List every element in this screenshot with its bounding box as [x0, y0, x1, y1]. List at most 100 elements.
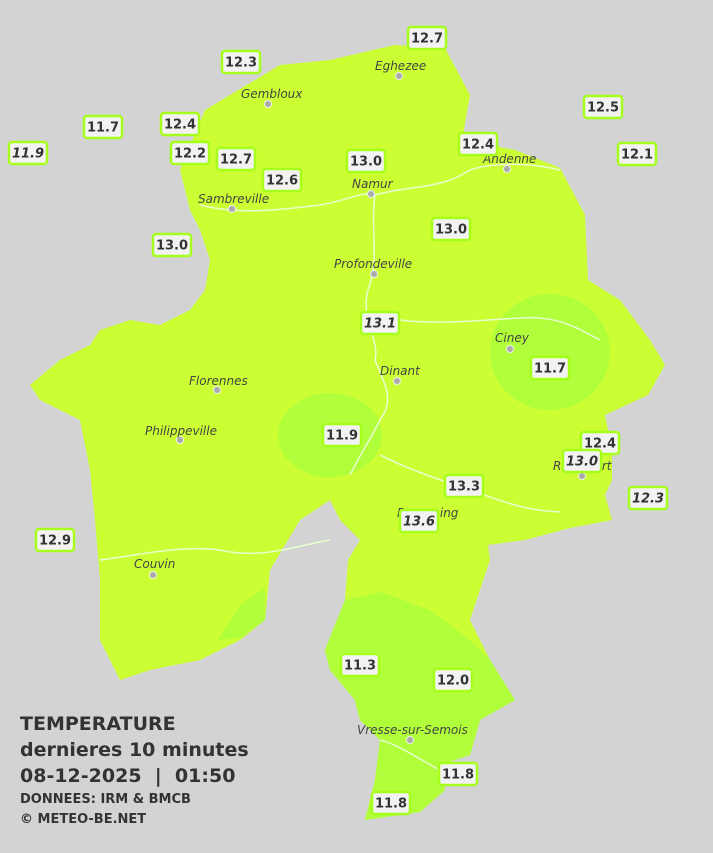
label-box [443, 473, 485, 499]
reading: 12.7 [411, 32, 443, 47]
reading: 11.3 [344, 659, 376, 674]
reading-label: 12.6 [261, 167, 303, 193]
label-box [169, 140, 211, 166]
city-dot [228, 205, 236, 213]
city-name: Florennes [189, 374, 248, 388]
label-box [151, 232, 193, 258]
label-box [370, 790, 412, 816]
header-text: DONNEES: IRM & BMCB [20, 792, 191, 807]
reading: 13.0 [350, 155, 382, 170]
reading: 12.4 [164, 118, 196, 133]
city-name: Namur [352, 177, 394, 191]
city-name: Ciney [495, 331, 530, 345]
reading: 12.3 [225, 56, 257, 71]
reading-label: 11.9 [321, 422, 363, 448]
reading-label: 12.5 [582, 94, 624, 120]
label-box [345, 148, 387, 174]
cool-zone [490, 294, 610, 410]
reading-label: 12.0 [432, 667, 474, 693]
cool-zone [218, 588, 265, 640]
label-box [159, 111, 201, 137]
city-dot [264, 100, 272, 108]
label-box [34, 527, 76, 553]
city-name: Gembloux [241, 87, 303, 101]
reading-label: 11.7 [529, 355, 571, 381]
reading: 12.6 [266, 174, 298, 189]
label-box [432, 667, 474, 693]
header-text: TEMPERATURE [20, 713, 176, 735]
label-box [430, 216, 472, 242]
city-name: Couvin [134, 557, 175, 571]
reading: 13.6 [403, 515, 435, 530]
reading: 13.0 [435, 223, 467, 238]
reading: 12.1 [621, 148, 653, 163]
reading: 12.7 [220, 153, 252, 168]
label-box [82, 114, 124, 140]
city-dot [578, 472, 586, 480]
city-dot [503, 165, 511, 173]
reading: 11.9 [326, 429, 358, 444]
reading: 11.7 [534, 362, 566, 377]
label-box [627, 485, 669, 511]
label-box [261, 167, 303, 193]
label-box [321, 422, 363, 448]
city-name: Profondeville [334, 257, 412, 271]
header-text: © METEO-BE.NET [20, 812, 146, 827]
reading-label: 11.8 [370, 790, 412, 816]
city-dot [367, 190, 375, 198]
city-dot [213, 386, 221, 394]
reading: 12.2 [174, 147, 206, 162]
reading: 13.3 [448, 480, 480, 495]
reading: 12.9 [39, 534, 71, 549]
reading-label: 11.9 [7, 140, 49, 166]
reading-label: 13.0 [345, 148, 387, 174]
label-box [616, 141, 658, 167]
reading: 11.8 [375, 797, 407, 812]
label-box [215, 146, 257, 172]
reading-label: 12.3 [220, 49, 262, 75]
city-dot [406, 736, 414, 744]
label-box [339, 652, 381, 678]
city-name: Sambreville [198, 192, 269, 206]
label-box [582, 94, 624, 120]
reading-label: 12.2 [169, 140, 211, 166]
reading-label: 13.6 [398, 508, 440, 534]
reading: 13.1 [364, 317, 396, 332]
label-box [220, 49, 262, 75]
reading: 12.4 [462, 138, 494, 153]
city-dot [506, 345, 514, 353]
reading-label: 13.0 [430, 216, 472, 242]
label-box [529, 355, 571, 381]
reading-label: 12.4 [159, 111, 201, 137]
reading-label: 12.1 [616, 141, 658, 167]
reading-label: 11.7 [82, 114, 124, 140]
reading-label: 12.7 [215, 146, 257, 172]
reading: 11.7 [87, 121, 119, 136]
label-box [457, 131, 499, 157]
reading-label: 12.9 [34, 527, 76, 553]
city-name: Philippeville [145, 424, 217, 438]
reading-label: 12.3 [627, 485, 669, 511]
label-box [561, 448, 603, 474]
reading-label: 13.1 [359, 310, 401, 336]
cool-zone [325, 592, 515, 820]
city-dot [176, 436, 184, 444]
city-dot [370, 270, 378, 278]
label-box [406, 25, 448, 51]
reading: 11.9 [12, 147, 44, 162]
city-dot [149, 571, 157, 579]
label-box [7, 140, 49, 166]
reading: 12.3 [632, 492, 664, 507]
reading-label: 11.3 [339, 652, 381, 678]
city-dot [393, 377, 401, 385]
reading: 13.0 [566, 455, 598, 470]
reading: 12.0 [437, 674, 469, 689]
label-box [359, 310, 401, 336]
reading: 12.5 [587, 101, 619, 116]
city-name: Vresse-sur-Semois [357, 723, 468, 737]
reading-label: 12.7 [406, 25, 448, 51]
header-text: dernieres 10 minutes [20, 739, 249, 761]
reading: 11.8 [442, 768, 474, 783]
